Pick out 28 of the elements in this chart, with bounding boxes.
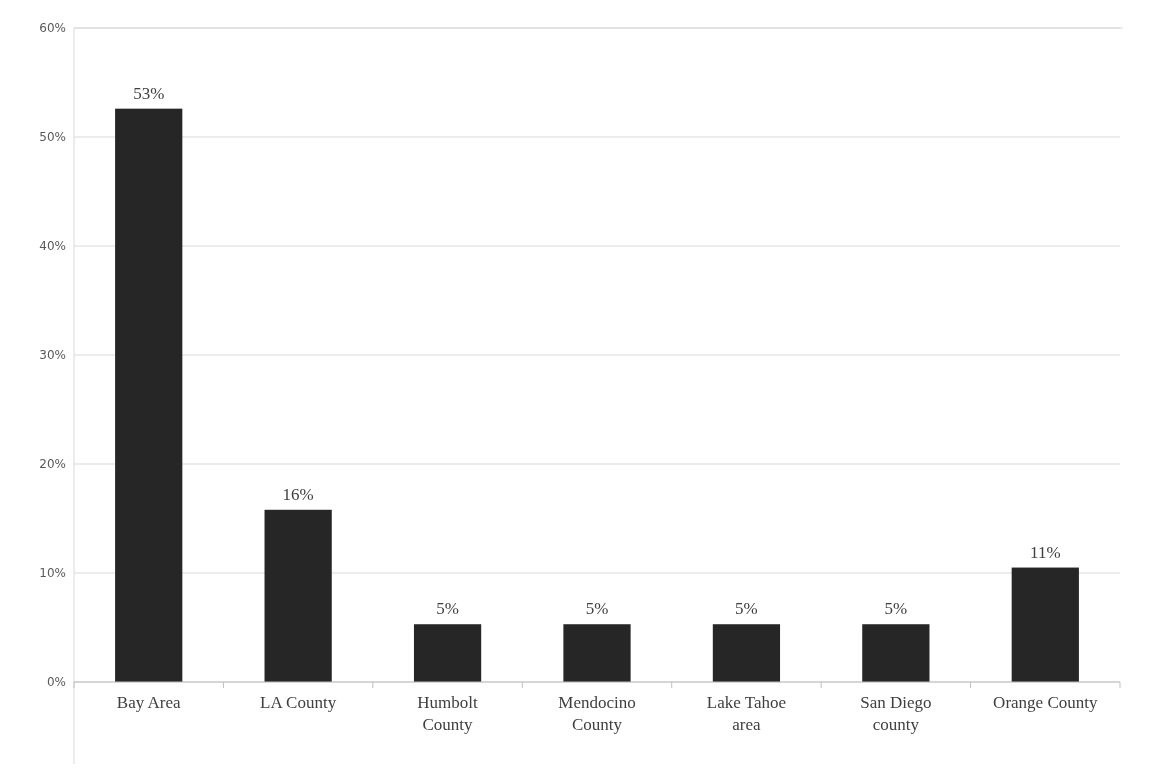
- x-tick-label: Mendocino County: [558, 693, 636, 734]
- x-tick-label: Humbolt County: [417, 693, 479, 734]
- data-label: 53%: [133, 83, 165, 103]
- data-label: 5%: [585, 599, 609, 619]
- data-label: 5%: [884, 599, 908, 619]
- y-tick-label: 10%: [39, 566, 66, 581]
- y-tick-label: 50%: [39, 130, 66, 145]
- bar: [563, 624, 631, 682]
- bar: [413, 624, 482, 682]
- bar: [712, 624, 781, 682]
- data-label: 5%: [436, 599, 459, 619]
- y-tick-label: 30%: [39, 348, 66, 363]
- y-tick-label: 40%: [39, 239, 66, 254]
- bar: [264, 509, 332, 682]
- x-tick-label: Orange County: [993, 693, 1098, 712]
- data-label: 5%: [735, 599, 758, 619]
- bar: [862, 624, 930, 682]
- x-tick-label: Bay Area: [116, 693, 182, 712]
- x-tick-label: LA County: [260, 693, 337, 712]
- bar: [1011, 567, 1079, 682]
- x-tick-label: Lake Tahoe area: [706, 693, 787, 734]
- x-tick-label: San Diego county: [860, 693, 932, 734]
- data-label: 11%: [1030, 542, 1061, 562]
- y-tick-label: 20%: [39, 457, 66, 472]
- y-tick-label: 60%: [39, 21, 66, 36]
- bar: [115, 108, 183, 682]
- data-label: 16%: [282, 484, 314, 504]
- y-tick-label: 0%: [46, 675, 66, 690]
